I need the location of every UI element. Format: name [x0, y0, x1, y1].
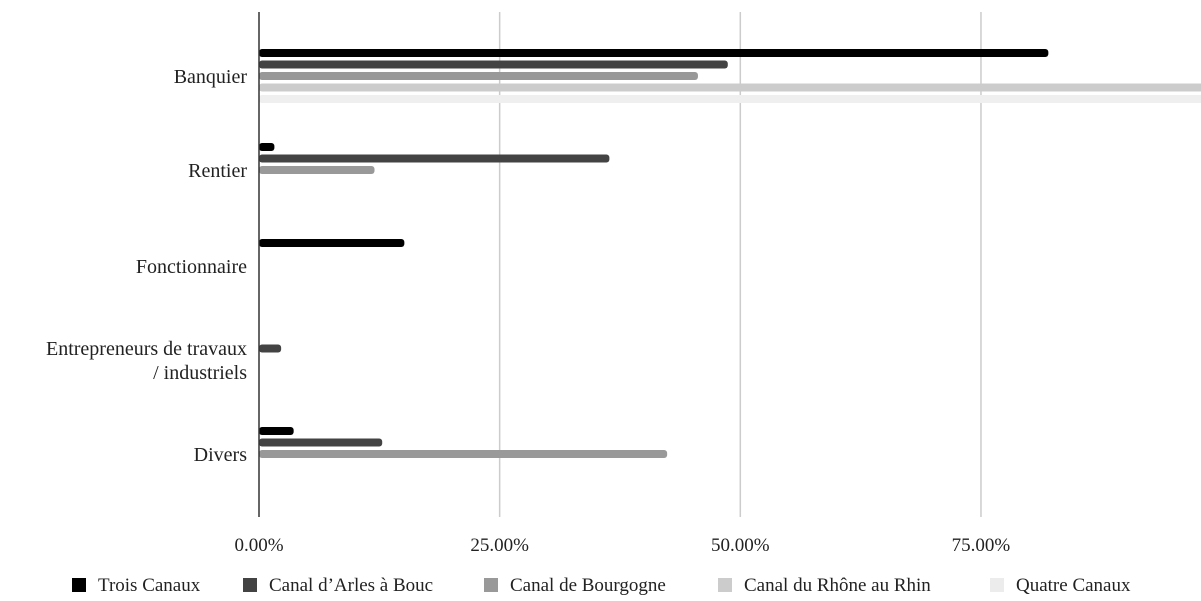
- bar-1-series-5: [259, 95, 1201, 103]
- legend-swatch-4: [718, 578, 732, 592]
- category-label-1: Banquier: [174, 66, 248, 88]
- legend-swatch-3: [484, 578, 498, 592]
- bar-5-series-3: [259, 450, 668, 458]
- x-tick-label-4: 75.00%: [952, 535, 1011, 556]
- legend-label-4: Canal du Rhône au Rhin: [744, 575, 931, 596]
- bar-2-series-3: [259, 166, 375, 174]
- category-label-4-line-2: / industriels: [153, 362, 247, 384]
- x-tick-label-3: 50.00%: [711, 535, 770, 556]
- legend-label-3: Canal de Bourgogne: [510, 575, 666, 596]
- x-tick-label-1: 0.00%: [234, 535, 283, 556]
- x-tick-label-2: 25.00%: [470, 535, 529, 556]
- bar-2-series-1: [259, 143, 275, 151]
- bar-5-series-1: [259, 427, 294, 435]
- bar-3-series-1: [259, 239, 405, 247]
- bar-2-series-2: [259, 154, 610, 163]
- legend-label-2: Canal d’Arles à Bouc: [269, 575, 433, 596]
- legend-label-1: Trois Canaux: [98, 575, 201, 596]
- bar-5-series-2: [259, 438, 383, 447]
- legend-swatch-1: [72, 578, 86, 592]
- bar-1-series-3: [259, 72, 698, 80]
- category-label-4-line-1: Entrepreneurs de travaux: [46, 338, 247, 360]
- bar-1-series-1: [259, 49, 1049, 57]
- category-label-3: Fonctionnaire: [136, 256, 247, 278]
- category-label-2: Rentier: [188, 160, 247, 182]
- legend-label-5: Quatre Canaux: [1016, 575, 1131, 596]
- category-label-5: Divers: [194, 444, 248, 466]
- bar-4-series-2: [259, 344, 282, 353]
- bar-1-series-2: [259, 60, 728, 69]
- bar-1-series-4: [259, 83, 1201, 92]
- legend-swatch-2: [243, 578, 257, 592]
- legend-swatch-5: [990, 578, 1004, 592]
